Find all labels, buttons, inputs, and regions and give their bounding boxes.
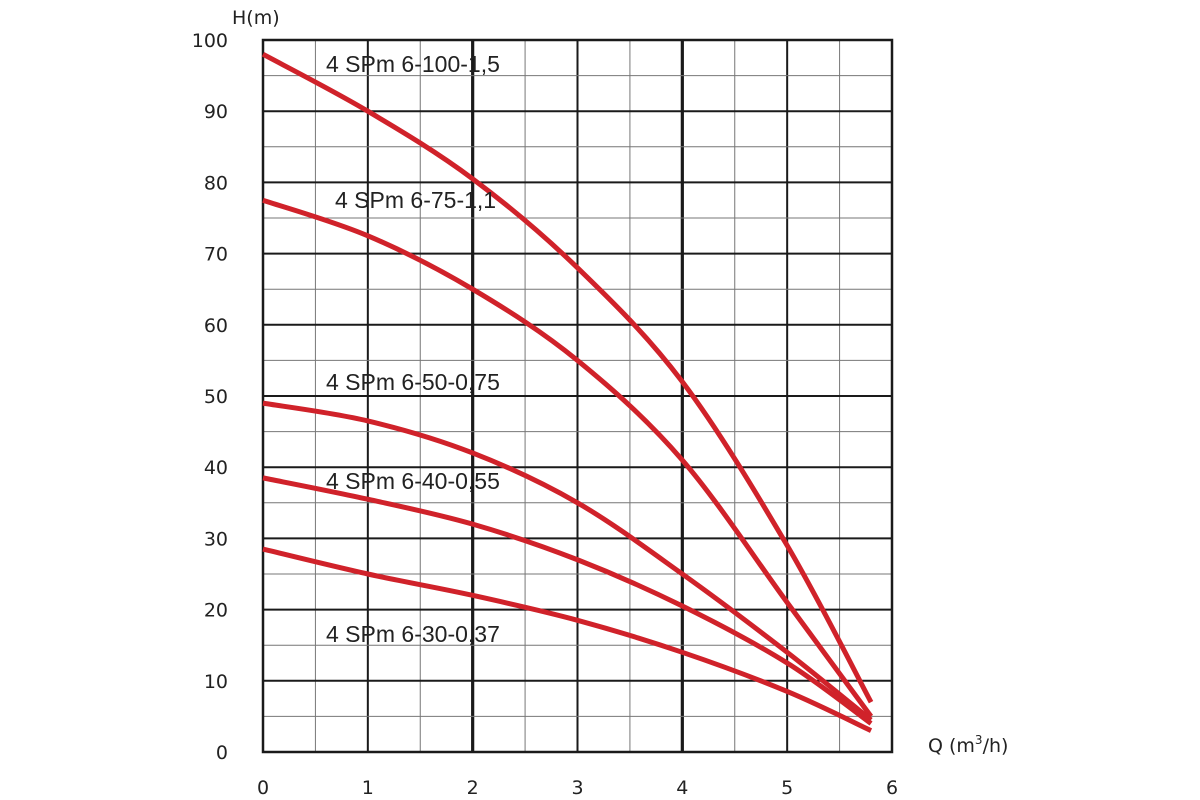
x-tick-label: 1 [362,777,374,799]
series-label: 4 SPm 6-40-0,55 [326,468,500,494]
y-tick-label: 30 [204,528,228,550]
series-line [262,546,873,733]
y-tick-label: 70 [204,244,228,266]
series-line [262,475,873,726]
y-tick-label: 0 [216,742,228,764]
x-tick-label: 2 [467,777,479,799]
series-label: 4 SPm 6-100-1,5 [326,51,500,77]
series-line [262,197,874,718]
y-tick-label: 80 [204,172,228,194]
y-tick-label: 100 [192,30,228,52]
series-label: 4 SPm 6-50-0,75 [326,369,500,395]
y-tick-label: 50 [204,386,228,408]
series-label: 4 SPm 6-75-1,1 [335,187,496,213]
x-tick-label: 5 [781,777,793,799]
x-axis-label: Q (m3/h) [928,733,1008,757]
y-tick-label: 40 [204,457,228,479]
y-tick-label: 90 [204,101,228,123]
series-line [261,52,874,704]
series-label: 4 SPm 6-30-0,37 [326,621,500,647]
x-tick-label: 4 [676,777,688,799]
y-tick-label: 10 [204,671,228,693]
x-tick-label: 6 [886,777,898,799]
y-tick-label: 60 [204,315,228,337]
y-tick-label: 20 [204,600,228,622]
x-tick-label: 3 [571,777,583,799]
plot-border [261,38,894,754]
y-axis-label: H(m) [232,7,280,29]
x-tick-label: 0 [257,777,269,799]
series-line [262,400,873,722]
